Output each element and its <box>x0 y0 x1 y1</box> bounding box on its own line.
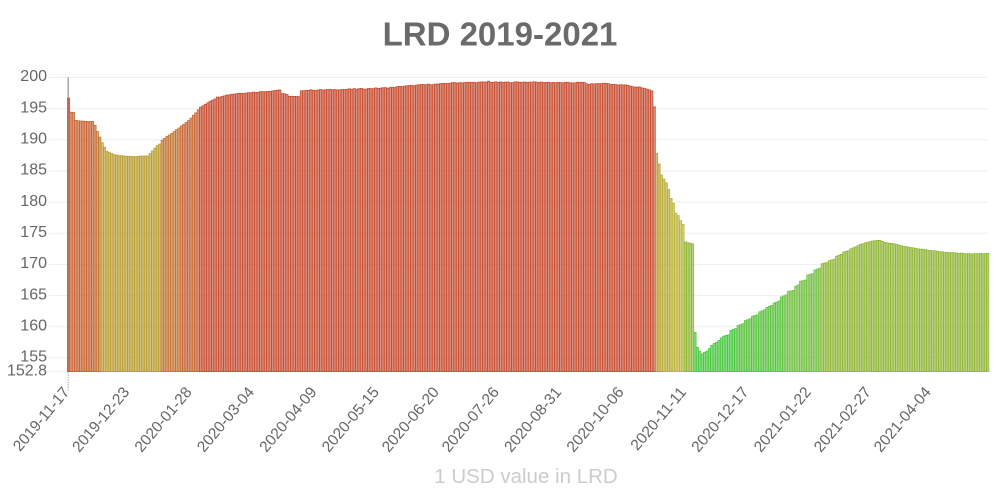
svg-text:175: 175 <box>20 224 47 241</box>
svg-text:200: 200 <box>20 68 47 85</box>
svg-text:1 USD value in LRD: 1 USD value in LRD <box>434 465 617 488</box>
svg-text:170: 170 <box>20 255 47 272</box>
svg-text:185: 185 <box>20 162 47 179</box>
svg-text:155: 155 <box>20 349 47 366</box>
svg-text:165: 165 <box>20 286 47 303</box>
svg-text:160: 160 <box>20 317 47 334</box>
svg-text:180: 180 <box>20 193 47 210</box>
svg-text:190: 190 <box>20 130 47 147</box>
svg-text:LRD 2019-2021: LRD 2019-2021 <box>383 16 618 53</box>
svg-text:195: 195 <box>20 99 47 116</box>
svg-text:152.8: 152.8 <box>7 362 47 379</box>
